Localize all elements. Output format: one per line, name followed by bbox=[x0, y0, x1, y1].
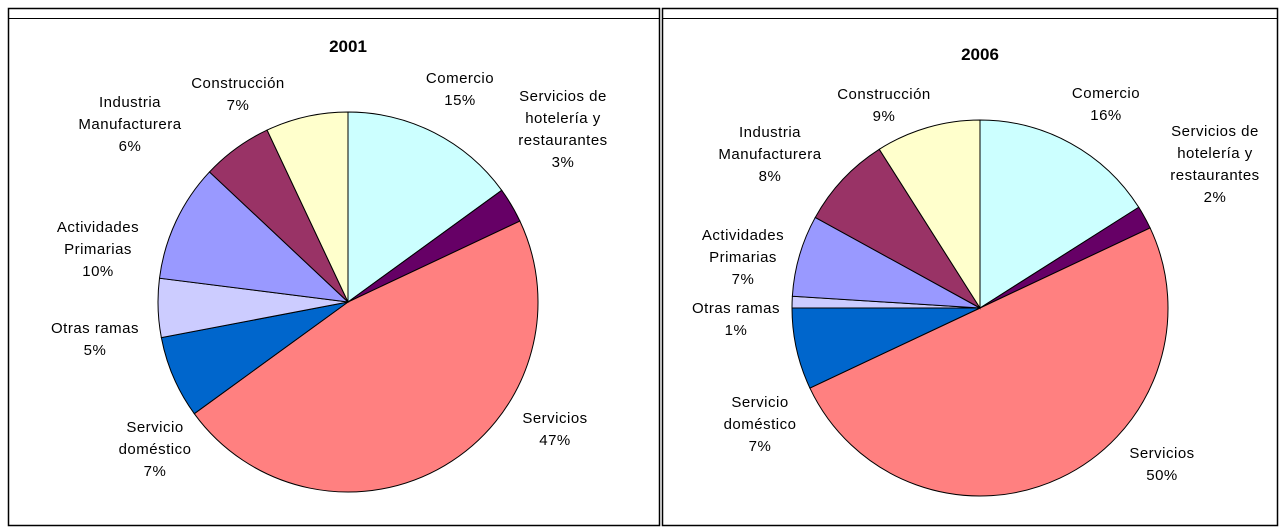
slice-category: Servicios bbox=[522, 410, 588, 427]
slice-value: 6% bbox=[118, 138, 142, 155]
slice-label: Industria Manufacturera 6% bbox=[71, 92, 189, 158]
chart-title: 2006 bbox=[961, 45, 999, 64]
slice-category: Comercio bbox=[425, 70, 495, 87]
slice-label: Servicio doméstico 7% bbox=[701, 392, 819, 458]
slice-category: Otras ramas bbox=[50, 320, 139, 337]
slice-value: 2% bbox=[1203, 189, 1227, 206]
chart-title: 2001 bbox=[329, 37, 367, 56]
slice-value: 7% bbox=[748, 438, 772, 455]
slice-category: Servicios bbox=[1129, 445, 1195, 462]
slice-value: 7% bbox=[731, 271, 755, 288]
slice-value: 7% bbox=[143, 463, 167, 480]
slice-category: Comercio bbox=[1071, 85, 1141, 102]
slice-category: Actividades Primarias bbox=[701, 227, 785, 266]
slice-label: Industria Manufacturera 8% bbox=[711, 122, 829, 188]
slice-label: Comercio 15% bbox=[401, 68, 519, 112]
slice-value: 9% bbox=[872, 108, 896, 125]
slice-label: Actividades Primarias 10% bbox=[39, 217, 157, 283]
slice-value: 7% bbox=[226, 97, 250, 114]
slice-label: Actividades Primarias 7% bbox=[684, 225, 802, 291]
slice-category: Construcción bbox=[837, 86, 931, 103]
slice-category: Servicios de hotelería y restaurantes bbox=[1170, 123, 1260, 184]
slice-label: Servicio doméstico 7% bbox=[96, 417, 214, 483]
slice-value: 16% bbox=[1090, 107, 1122, 124]
slice-label: Construcción 9% bbox=[825, 84, 943, 128]
slice-value: 8% bbox=[758, 168, 782, 185]
slice-category: Actividades Primarias bbox=[56, 219, 140, 258]
slice-category: Construcción bbox=[191, 75, 285, 92]
pie-slice bbox=[979, 119, 1140, 309]
pie-slice bbox=[193, 220, 539, 493]
pie-slice bbox=[878, 119, 981, 310]
slice-value: 15% bbox=[444, 92, 476, 109]
pie-slice bbox=[809, 227, 1169, 497]
pie-slice bbox=[158, 171, 350, 303]
slice-label: Servicios de hotelería y restaurantes 3% bbox=[504, 86, 622, 174]
slice-label: Servicios 47% bbox=[496, 408, 614, 452]
slice-category: Servicio doméstico bbox=[118, 419, 192, 458]
slice-category: Industria Manufacturera bbox=[718, 124, 822, 163]
slice-value: 47% bbox=[539, 432, 571, 449]
slice-category: Servicios de hotelería y restaurantes bbox=[518, 88, 608, 149]
pie-slice bbox=[266, 111, 349, 303]
slice-category: Industria Manufacturera bbox=[78, 94, 182, 133]
pie-slice bbox=[347, 111, 503, 303]
slice-category: Otras ramas bbox=[691, 300, 780, 317]
slice-value: 10% bbox=[82, 263, 114, 280]
slice-value: 50% bbox=[1146, 467, 1178, 484]
slice-value: 3% bbox=[551, 154, 575, 171]
slice-label: Otras ramas 5% bbox=[36, 318, 154, 362]
slice-label: Construcción 7% bbox=[179, 73, 297, 117]
slice-label: Servicios de hotelería y restaurantes 2% bbox=[1156, 121, 1274, 209]
slice-value: 1% bbox=[724, 322, 748, 339]
slice-value: 5% bbox=[83, 342, 107, 359]
pie-slice bbox=[814, 148, 981, 309]
slice-label: Servicios 50% bbox=[1103, 443, 1221, 487]
slice-label: Otras ramas 1% bbox=[677, 298, 795, 342]
slice-label: Comercio 16% bbox=[1047, 83, 1165, 127]
slice-category: Servicio doméstico bbox=[723, 394, 797, 433]
